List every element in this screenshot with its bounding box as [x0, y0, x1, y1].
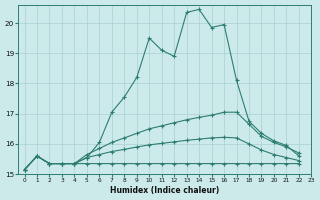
X-axis label: Humidex (Indice chaleur): Humidex (Indice chaleur) [110, 186, 220, 195]
